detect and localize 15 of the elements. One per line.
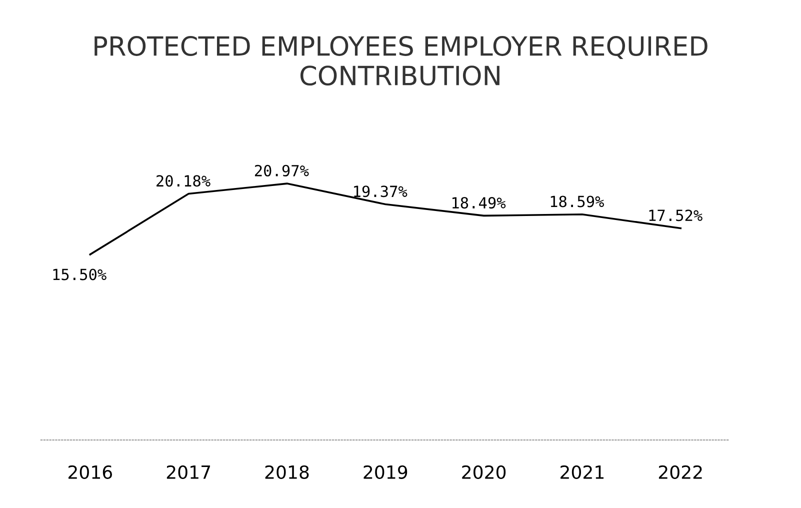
x-tick-label: 2020 [462,465,506,479]
data-label: 20.18% [156,175,210,187]
x-tick-label: 2018 [265,465,309,479]
x-tick-label: 2021 [560,465,604,479]
data-label: 18.49% [452,197,506,209]
data-label: 17.52% [649,210,702,222]
x-tick-label: 2019 [364,465,408,479]
data-label: 18.59% [550,196,604,208]
data-label: 19.37% [354,186,408,198]
data-label: 20.97% [254,164,309,176]
chart-title: PROTECTED EMPLOYEES EMPLOYER REQUIRED CONTRIBUTION [94,36,708,86]
data-label: 15.50% [53,268,106,280]
x-tick-label: 2016 [68,465,112,479]
x-tick-label: 2022 [658,465,702,479]
x-tick-label: 2017 [166,465,210,479]
